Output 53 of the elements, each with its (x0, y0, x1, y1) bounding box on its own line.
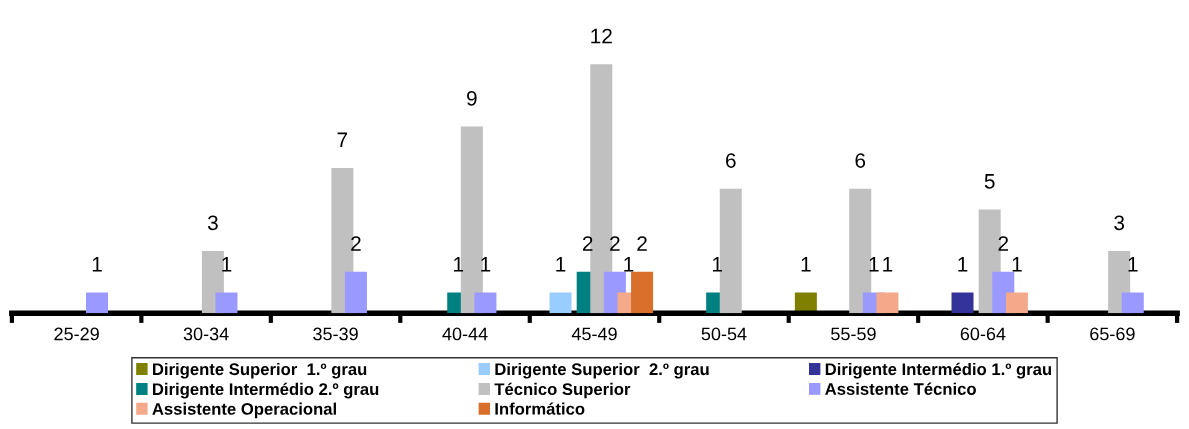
data-label: 1 (454, 257, 464, 272)
data-label: 2 (610, 236, 620, 251)
data-label: 1 (869, 257, 879, 272)
bar (1005, 292, 1028, 314)
x-tick-label: 50-54 (701, 327, 747, 341)
data-label: 1 (958, 257, 968, 272)
data-label: 3 (207, 215, 218, 231)
x-tick-label: 55-59 (831, 327, 876, 341)
bar (215, 292, 238, 314)
data-label: 12 (591, 28, 612, 44)
legend-label: Dirigente Intermédio 2.º grau (153, 382, 379, 399)
data-label: 1 (883, 257, 893, 272)
bar (876, 292, 899, 314)
data-label: 2 (582, 236, 593, 251)
legend-label: Assistente Técnico (825, 382, 976, 395)
data-label: 1 (556, 257, 566, 272)
legend-label: Informático (495, 402, 585, 415)
data-label: 7 (337, 132, 348, 147)
legend-label: Dirigente Superior 1.º grau (153, 362, 367, 379)
data-label: 1 (801, 257, 811, 272)
data-label: 2 (637, 236, 647, 251)
x-tick-label: 65-69 (1090, 327, 1135, 341)
data-label: 6 (726, 153, 736, 168)
data-label: 1 (1128, 257, 1138, 272)
data-label: 1 (624, 257, 634, 272)
x-tick-label: 40-44 (442, 327, 488, 341)
bar (549, 292, 572, 314)
bar (1121, 292, 1144, 314)
data-label: 6 (855, 153, 866, 168)
bar (86, 292, 109, 314)
data-label: 1 (712, 257, 722, 272)
x-tick-label: 35-39 (313, 327, 358, 341)
x-tick-label: 25-29 (54, 327, 99, 341)
x-tick-label: 30-34 (183, 327, 229, 341)
bar (951, 292, 974, 314)
data-label: 3 (1114, 215, 1125, 231)
bar (344, 271, 367, 314)
bar (474, 292, 497, 314)
bar (631, 271, 654, 314)
legend-label: Dirigente Superior 2.º grau (495, 362, 709, 379)
x-tick-label: 45-49 (571, 327, 617, 341)
data-label: 2 (998, 236, 1009, 251)
x-tick-label: 60-64 (960, 327, 1006, 341)
data-label: 1 (481, 257, 491, 272)
data-label: 1 (1012, 257, 1022, 272)
legend-label: Assistente Operacional (152, 402, 336, 419)
data-label: 2 (351, 236, 361, 251)
data-label: 9 (467, 90, 477, 106)
legend-label: Dirigente Intermédio 1.º grau (825, 362, 1052, 379)
data-label: 1 (222, 257, 232, 272)
legend-label: Técnico Superior (494, 382, 631, 399)
data-label: 5 (984, 174, 995, 189)
data-label: 1 (92, 257, 102, 272)
